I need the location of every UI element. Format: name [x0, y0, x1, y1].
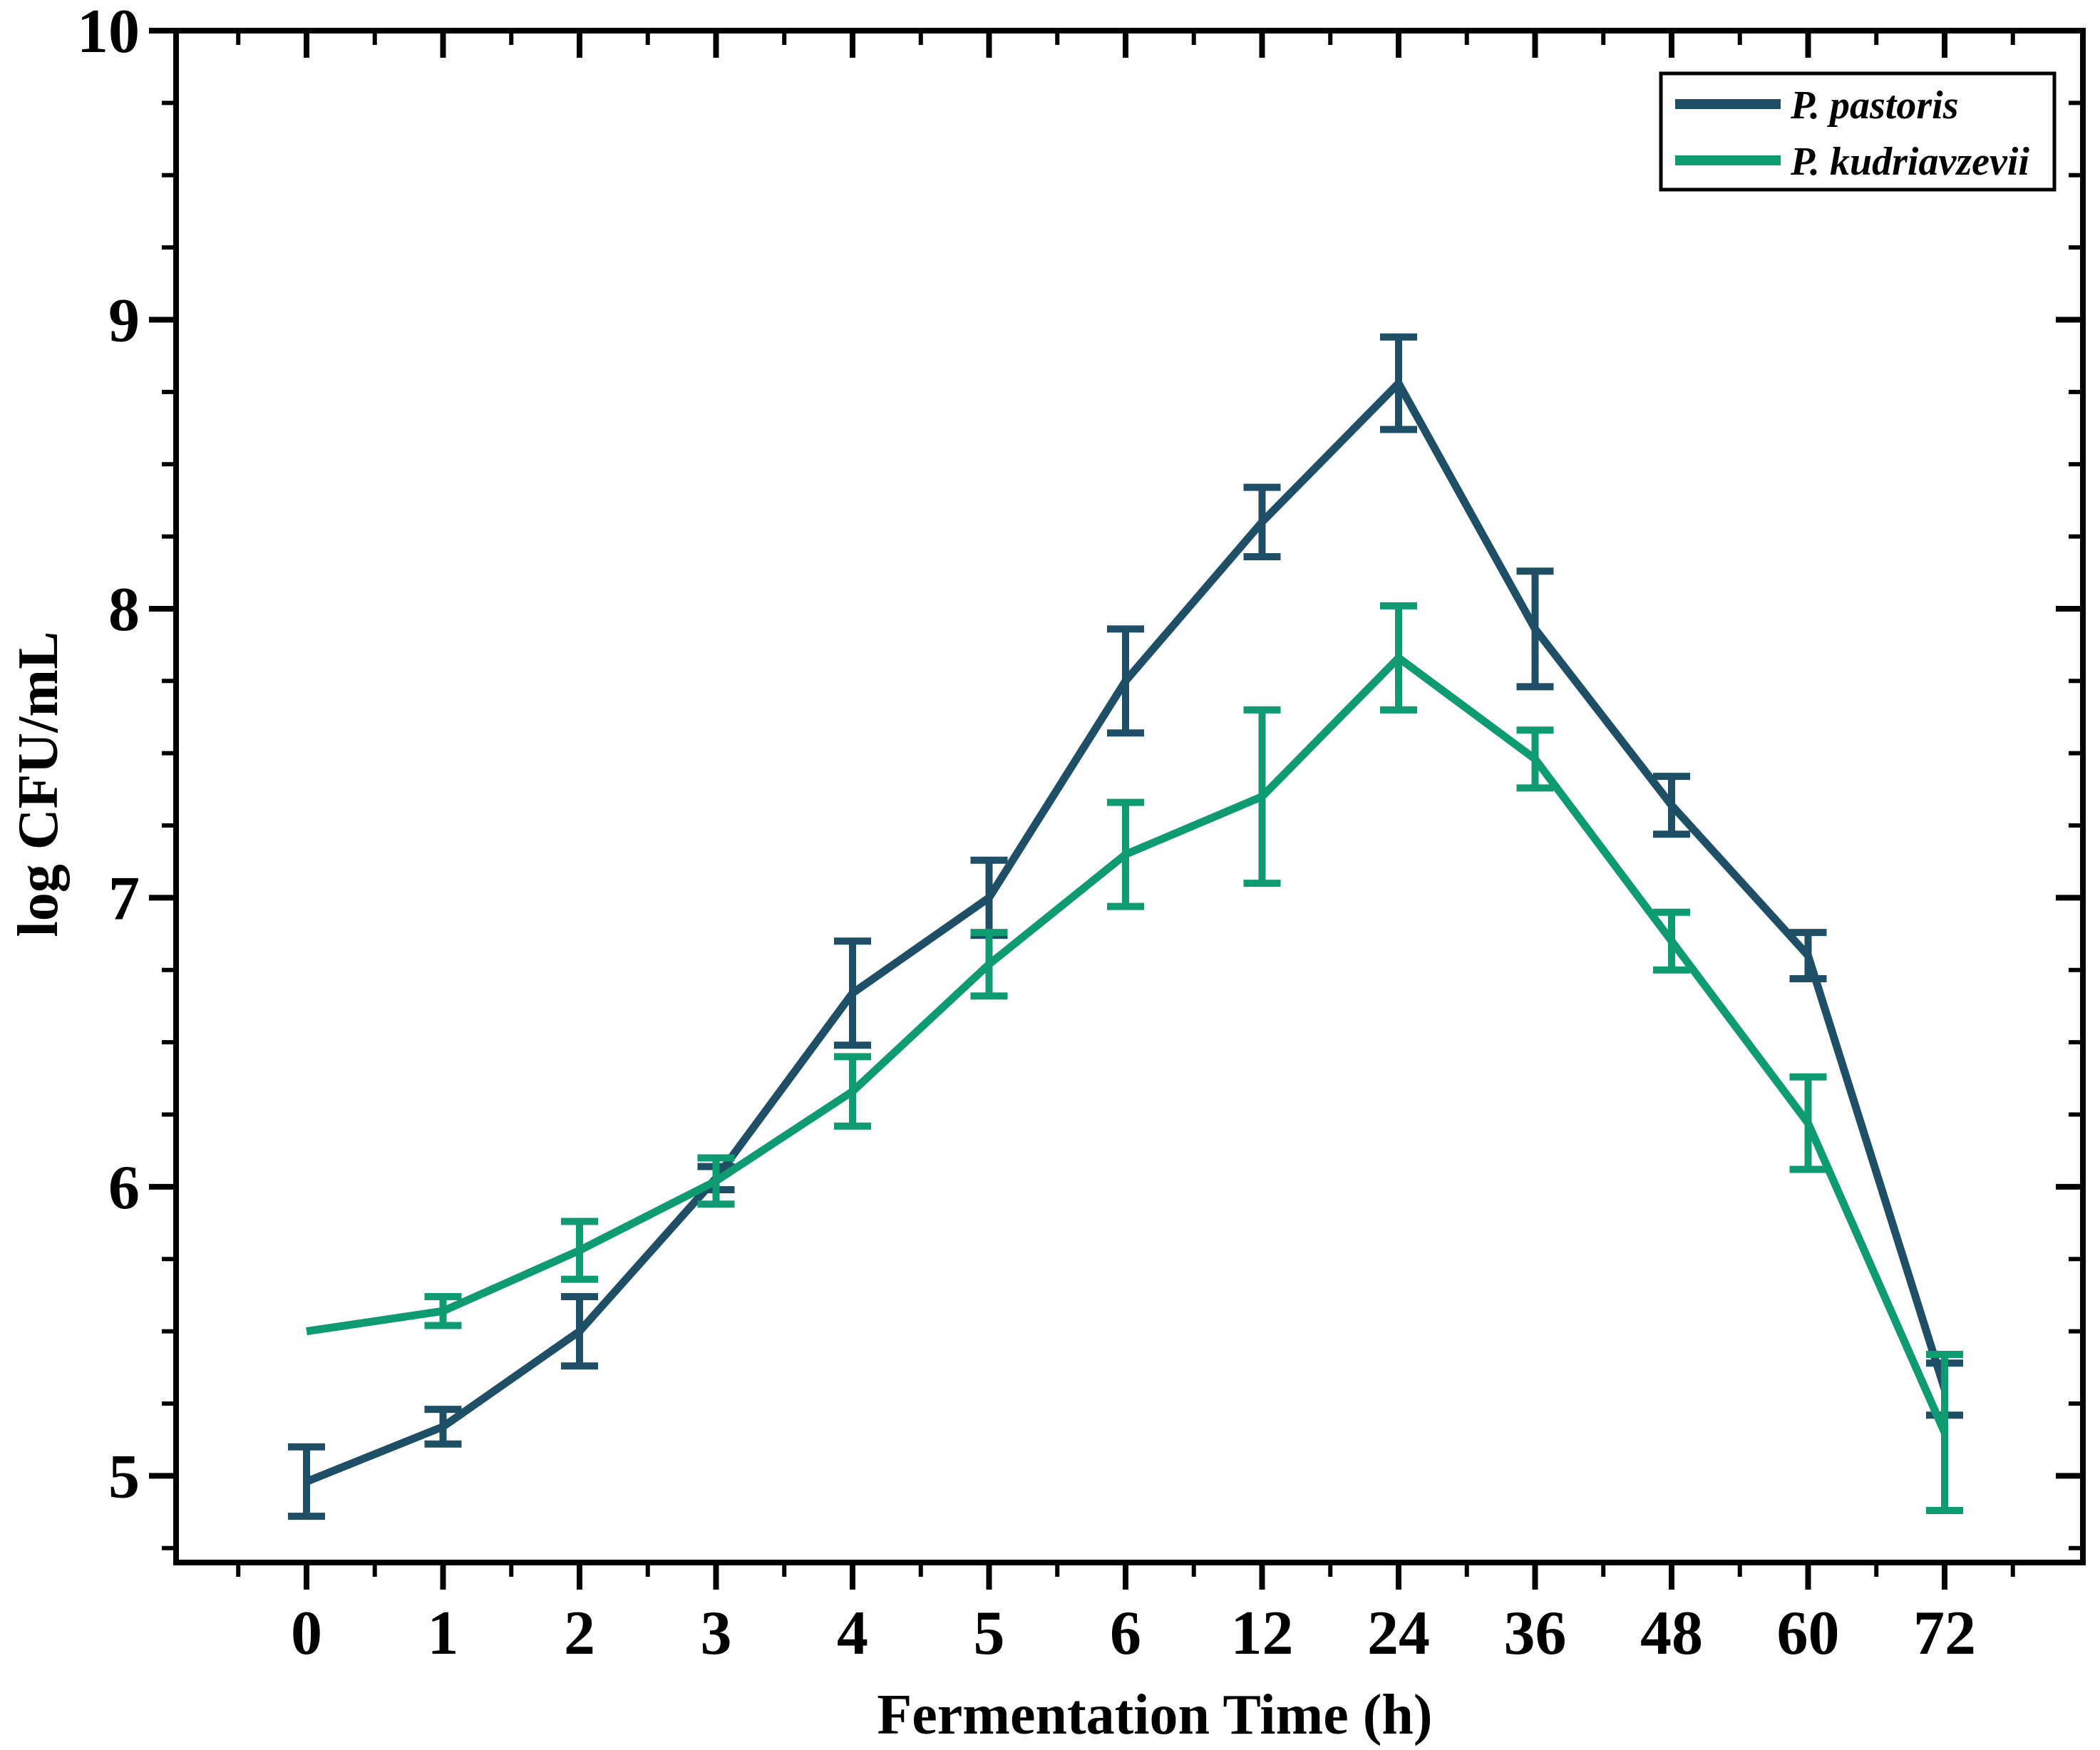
- legend-box: [1659, 71, 2057, 192]
- data-series: [288, 333, 1963, 1520]
- axis-ticks: [149, 28, 2083, 1590]
- x-tick-label: 1: [428, 1599, 459, 1668]
- x-tick-label: 36: [1504, 1599, 1567, 1668]
- x-tick-label: 12: [1231, 1599, 1294, 1668]
- x-axis-title: Fermentation Time (h): [877, 1684, 1432, 1746]
- x-tick-label: 24: [1367, 1599, 1430, 1668]
- x-tick-label: 5: [974, 1599, 1005, 1668]
- error-bar-p-kudriavzevii: [1926, 1351, 1963, 1515]
- x-tick-label: 0: [291, 1599, 322, 1668]
- y-tick-label: 9: [108, 286, 140, 355]
- series-line-p-kudriavzevii: [306, 652, 1949, 1434]
- x-tick-label: 60: [1777, 1599, 1840, 1668]
- x-tick-label: 48: [1640, 1599, 1703, 1668]
- y-axis-title: log CFU/mL: [7, 632, 70, 937]
- legend-label-p-kudriavzevii: P. kudriavzevii: [1790, 140, 2029, 184]
- x-tick-label: 2: [564, 1599, 595, 1668]
- legend: P. pastoris P. kudriavzevii: [1659, 71, 2057, 192]
- x-tick-label: 4: [837, 1599, 868, 1668]
- series-p-kudriavzevii: [306, 602, 1963, 1515]
- y-tick-label: 7: [108, 864, 140, 933]
- series-p-pastoris: [288, 333, 1963, 1520]
- x-tick-label: 3: [701, 1599, 732, 1668]
- y-tick-label: 5: [108, 1442, 140, 1511]
- y-tick-label: 8: [108, 575, 140, 644]
- plot-frame: [173, 28, 2086, 1565]
- y-tick-label: 10: [77, 0, 140, 66]
- x-tick-label: 72: [1913, 1599, 1976, 1668]
- x-tick-label: 6: [1110, 1599, 1141, 1668]
- series-line-p-pastoris: [304, 376, 1949, 1486]
- legend-label-p-pastoris: P. pastoris: [1790, 83, 1958, 128]
- y-tick-label: 6: [108, 1153, 140, 1223]
